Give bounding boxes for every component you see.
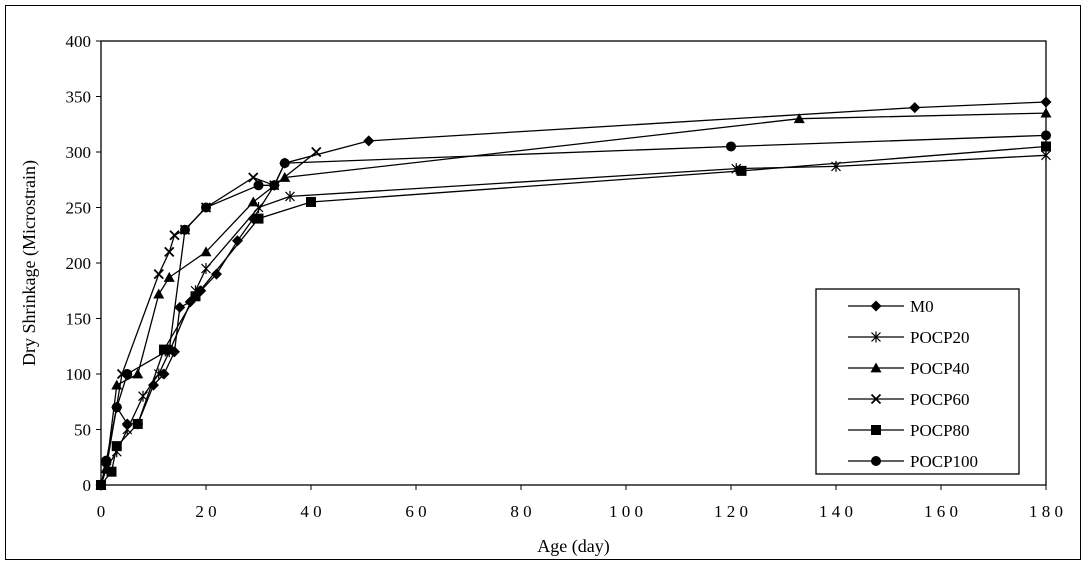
data-point-m0 <box>174 301 186 313</box>
y-tick-label: 0 <box>83 476 92 495</box>
data-point-pocp20 <box>285 190 295 202</box>
y-tick-label: 150 <box>66 310 92 329</box>
data-point-pocp60 <box>164 246 175 258</box>
x-tick-label: 2 0 <box>195 502 216 521</box>
legend-box <box>815 288 1020 475</box>
data-point-pocp100 <box>279 158 290 169</box>
y-tick-label: 250 <box>66 199 92 218</box>
data-point-pocp80 <box>1041 141 1051 152</box>
series-line-pocp80 <box>100 145 1047 486</box>
data-point-pocp60 <box>153 268 164 280</box>
series-line-pocp100 <box>100 134 1047 486</box>
x-tick-label: 8 0 <box>510 502 531 521</box>
data-point-pocp80 <box>111 441 122 452</box>
data-point-pocp60 <box>311 146 322 158</box>
legend-label-pocp40: POCP40 <box>910 359 970 378</box>
legend-label-pocp60: POCP60 <box>910 390 970 409</box>
y-tick-label: 200 <box>66 254 92 273</box>
legend-marker-pocp80 <box>871 425 881 435</box>
data-point-pocp100 <box>1041 130 1051 141</box>
x-tick-label: 1 0 0 <box>609 502 643 521</box>
legend-marker-pocp40 <box>870 362 882 373</box>
data-point-pocp100 <box>122 369 133 379</box>
data-point-pocp40 <box>132 368 144 379</box>
data-point-pocp80 <box>159 344 169 355</box>
data-point-pocp100 <box>269 180 280 191</box>
y-tick-label: 300 <box>66 143 92 162</box>
legend-label-pocp20: POCP20 <box>910 328 970 347</box>
data-point-m0 <box>363 135 375 147</box>
data-point-pocp80 <box>190 291 201 302</box>
data-point-pocp20 <box>122 424 133 435</box>
data-point-pocp40 <box>1040 107 1052 118</box>
data-point-pocp100 <box>180 224 190 235</box>
data-point-pocp60 <box>248 172 259 183</box>
data-point-pocp100 <box>164 344 175 355</box>
data-point-pocp80 <box>253 213 264 224</box>
x-tick-label: 1 2 0 <box>714 502 748 521</box>
x-tick-label: 0 <box>97 502 106 521</box>
series-line-pocp60 <box>100 151 317 486</box>
data-point-pocp40 <box>200 246 212 257</box>
data-point-pocp20 <box>1041 149 1051 161</box>
data-point-pocp60 <box>169 230 180 241</box>
data-point-pocp40 <box>153 288 165 299</box>
data-point-pocp100 <box>726 141 736 152</box>
data-point-m0 <box>211 268 222 280</box>
legend-marker-pocp100 <box>871 456 881 466</box>
legend-label-m0: M0 <box>910 297 934 316</box>
data-point-pocp80 <box>736 165 747 176</box>
chart-frame <box>5 5 1081 560</box>
legend-label-pocp100: POCP100 <box>910 452 978 471</box>
data-point-m0 <box>1040 96 1052 108</box>
y-axis-title: Dry Shrinkage (Microstrain) <box>19 160 40 366</box>
legend-marker-pocp60 <box>870 393 882 405</box>
data-point-pocp100 <box>101 455 112 466</box>
data-point-pocp80 <box>306 196 316 207</box>
legend-label-pocp80: POCP80 <box>910 421 970 440</box>
data-point-pocp100 <box>201 202 211 213</box>
y-tick-label: 400 <box>66 32 92 51</box>
y-tick-label: 350 <box>66 88 92 107</box>
data-point-pocp40 <box>793 113 805 124</box>
data-point-pocp100 <box>96 480 106 490</box>
data-point-m0 <box>232 235 243 247</box>
legend-marker-m0 <box>870 300 882 312</box>
data-point-pocp20 <box>153 368 164 380</box>
x-tick-label: 4 0 <box>300 502 321 521</box>
y-tick-label: 100 <box>66 365 92 384</box>
data-point-pocp100 <box>111 402 122 413</box>
data-point-pocp80 <box>132 418 143 429</box>
x-axis-title: Age (day) <box>537 536 609 557</box>
data-point-pocp40 <box>163 271 175 282</box>
x-tick-label: 1 4 0 <box>819 502 853 521</box>
x-tick-label: 6 0 <box>405 502 426 521</box>
data-point-pocp80 <box>106 466 117 477</box>
data-point-m0 <box>909 102 921 114</box>
data-point-pocp20 <box>201 263 211 275</box>
x-tick-label: 1 6 0 <box>924 502 958 521</box>
x-tick-label: 1 8 0 <box>1029 502 1063 521</box>
data-point-pocp100 <box>253 180 264 191</box>
legend-marker-pocp20 <box>871 331 881 343</box>
y-tick-label: 50 <box>74 421 91 440</box>
data-point-pocp40 <box>247 196 259 207</box>
